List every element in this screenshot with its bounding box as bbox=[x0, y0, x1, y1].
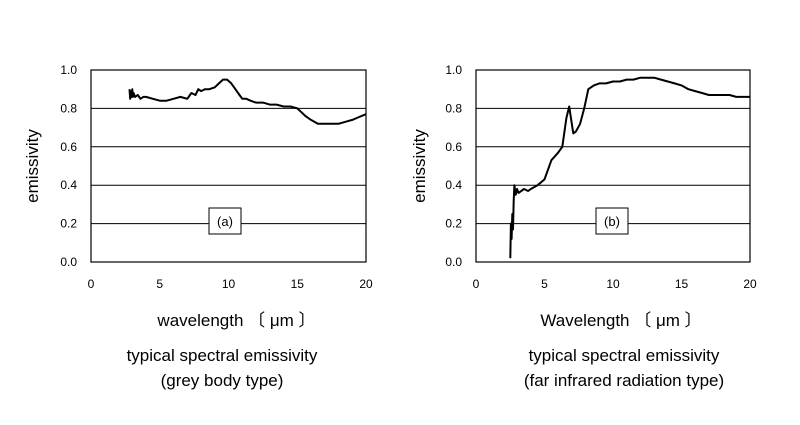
x-tick-label-b-2: 10 bbox=[606, 277, 620, 291]
y-axis-title-b: emissivity bbox=[410, 129, 429, 203]
y-tick-label-b-2: 0.4 bbox=[445, 178, 462, 192]
y-tick-label-a-1: 0.2 bbox=[60, 217, 77, 231]
x-axis-title-a: wavelength 〔 μm 〕 bbox=[156, 311, 315, 330]
y-tick-label-a-0: 0.0 bbox=[60, 255, 77, 269]
y-tick-label-b-1: 0.2 bbox=[445, 217, 462, 231]
plot-frame-a bbox=[90, 69, 367, 263]
panel-tag-box-b bbox=[595, 207, 629, 235]
y-tick-label-a-3: 0.6 bbox=[60, 140, 77, 154]
x-tick-label-a-1: 5 bbox=[156, 277, 163, 291]
x-tick-label-b-0: 0 bbox=[473, 277, 480, 291]
plot-frame-b bbox=[475, 69, 751, 263]
x-tick-label-b-1: 5 bbox=[541, 277, 548, 291]
panel-tag-box-a bbox=[208, 207, 242, 235]
x-tick-label-a-0: 0 bbox=[88, 277, 95, 291]
panel-tag-a: (a) bbox=[217, 214, 233, 229]
x-tick-label-a-4: 20 bbox=[359, 277, 373, 291]
caption-line2-a: (grey body type) bbox=[161, 371, 284, 390]
x-tick-label-a-3: 15 bbox=[291, 277, 305, 291]
y-tick-label-b-5: 1.0 bbox=[445, 63, 462, 77]
y-tick-label-b-0: 0.0 bbox=[445, 255, 462, 269]
y-tick-label-b-4: 0.8 bbox=[445, 101, 462, 115]
series-line-b-0 bbox=[509, 76, 750, 259]
x-axis-title-b: Wavelength 〔 μm 〕 bbox=[540, 311, 701, 330]
y-axis-title-a: emissivity bbox=[23, 129, 42, 203]
x-tick-label-b-3: 15 bbox=[675, 277, 689, 291]
panel-tag-b: (b) bbox=[604, 214, 620, 229]
y-tick-label-a-5: 1.0 bbox=[60, 63, 77, 77]
caption-line1-a: typical spectral emissivity bbox=[127, 346, 318, 365]
caption-line2-b: (far infrared radiation type) bbox=[524, 371, 724, 390]
series-line-a-0 bbox=[128, 78, 367, 125]
y-tick-label-b-3: 0.6 bbox=[445, 140, 462, 154]
x-tick-label-b-4: 20 bbox=[743, 277, 757, 291]
caption-line1-b: typical spectral emissivity bbox=[529, 346, 720, 365]
y-tick-label-a-2: 0.4 bbox=[60, 178, 77, 192]
x-tick-label-a-2: 10 bbox=[222, 277, 236, 291]
y-tick-label-a-4: 0.8 bbox=[60, 101, 77, 115]
